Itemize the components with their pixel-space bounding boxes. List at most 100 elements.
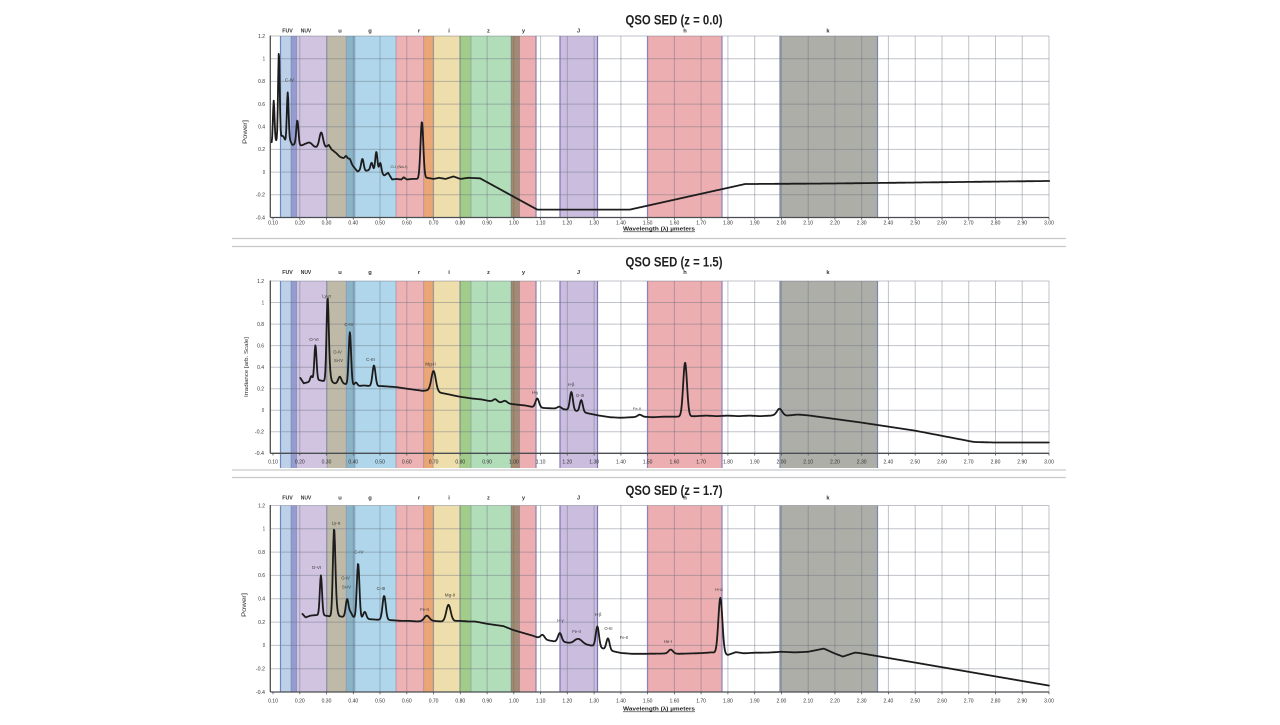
- svg-text:1.80: 1.80: [723, 221, 733, 227]
- svg-text:2.00: 2.00: [777, 460, 787, 466]
- svg-text:0.20: 0.20: [295, 221, 305, 227]
- svg-text:u: u: [338, 29, 342, 35]
- svg-text:0: 0: [263, 643, 265, 649]
- svg-text:H-β: H-β: [595, 612, 602, 617]
- svg-text:1.20: 1.20: [562, 221, 572, 227]
- svg-text:FUV: FUV: [282, 496, 293, 502]
- svg-text:1.70: 1.70: [696, 699, 706, 705]
- svg-text:Si-IV: Si-IV: [342, 584, 351, 589]
- svg-text:0.60: 0.60: [402, 460, 412, 466]
- svg-text:2.30: 2.30: [857, 699, 867, 705]
- svg-text:2.40: 2.40: [884, 699, 894, 705]
- svg-text:0.80: 0.80: [455, 221, 465, 227]
- svg-text:2.30: 2.30: [857, 221, 867, 227]
- svg-text:0.40: 0.40: [348, 460, 358, 466]
- svg-text:1: 1: [263, 527, 265, 533]
- svg-text:Fe-II: Fe-II: [633, 406, 641, 411]
- svg-text:1.50: 1.50: [643, 699, 653, 705]
- svg-text:2.80: 2.80: [991, 460, 1001, 466]
- svg-text:QSO SED (z = 1.5): QSO SED (z = 1.5): [626, 254, 723, 270]
- svg-text:0.50: 0.50: [375, 460, 385, 466]
- svg-text:1.00: 1.00: [509, 699, 519, 705]
- svg-text:2.50: 2.50: [910, 699, 920, 705]
- svg-text:0.90: 0.90: [482, 460, 492, 466]
- svg-text:Fe-II: Fe-II: [572, 629, 581, 634]
- svg-text:0.80: 0.80: [455, 699, 465, 705]
- svg-text:z: z: [487, 496, 490, 502]
- svg-text:1.70: 1.70: [696, 221, 706, 227]
- svg-text:H-α: H-α: [715, 587, 723, 592]
- svg-text:0.2: 0.2: [257, 387, 264, 393]
- svg-text:C-III: C-III: [366, 357, 375, 362]
- svg-text:1.20: 1.20: [562, 699, 572, 705]
- svg-text:0.6: 0.6: [258, 102, 265, 108]
- svg-text:Mg-II: Mg-II: [445, 592, 455, 597]
- svg-text:0.70: 0.70: [429, 460, 439, 466]
- svg-text:NUV: NUV: [301, 270, 312, 276]
- svg-text:3.00: 3.00: [1044, 699, 1054, 705]
- svg-text:Irradiance [arb. Scale]: Irradiance [arb. Scale]: [244, 336, 250, 397]
- svg-text:1.90: 1.90: [750, 221, 760, 227]
- svg-text:2.70: 2.70: [964, 221, 974, 227]
- svg-text:NUV: NUV: [301, 496, 312, 502]
- svg-text:C-III: C-III: [377, 586, 386, 591]
- svg-text:2.60: 2.60: [937, 460, 947, 466]
- svg-text:0.50: 0.50: [375, 221, 385, 227]
- svg-text:3.00: 3.00: [1044, 460, 1054, 466]
- svg-text:y: y: [522, 270, 526, 276]
- svg-text:H-β: H-β: [568, 382, 575, 387]
- svg-text:k: k: [826, 496, 830, 502]
- svg-text:-0.2: -0.2: [255, 430, 264, 436]
- svg-text:g: g: [368, 270, 372, 276]
- svg-text:2.10: 2.10: [803, 699, 813, 705]
- svg-text:-0.2: -0.2: [256, 193, 265, 199]
- svg-text:2.70: 2.70: [964, 699, 974, 705]
- svg-text:H-γ: H-γ: [532, 390, 539, 395]
- svg-text:k: k: [826, 270, 830, 276]
- svg-text:Ly-α: Ly-α: [332, 521, 341, 526]
- svg-text:0.10: 0.10: [268, 221, 278, 227]
- svg-text:0.4: 0.4: [258, 125, 265, 131]
- svg-text:1.60: 1.60: [670, 699, 680, 705]
- svg-text:1.50: 1.50: [643, 221, 653, 227]
- svg-text:1.80: 1.80: [723, 699, 733, 705]
- svg-text:1.30: 1.30: [589, 460, 599, 466]
- svg-text:-0.2: -0.2: [256, 667, 265, 673]
- svg-text:Fe-II: Fe-II: [620, 635, 629, 640]
- svg-text:0.70: 0.70: [429, 221, 439, 227]
- svg-text:J: J: [577, 29, 580, 35]
- svg-text:z: z: [487, 29, 490, 35]
- svg-text:1.10: 1.10: [536, 460, 546, 466]
- svg-text:O-IV: O-IV: [333, 350, 342, 355]
- svg-text:2.10: 2.10: [803, 221, 813, 227]
- svg-text:0.30: 0.30: [322, 460, 332, 466]
- svg-text:1.10: 1.10: [536, 221, 546, 227]
- svg-text:0.50: 0.50: [375, 699, 385, 705]
- svg-text:Wavelength (λ) µmeters: Wavelength (λ) µmeters: [623, 227, 695, 233]
- svg-text:He-I: He-I: [664, 639, 672, 644]
- svg-text:1: 1: [263, 57, 265, 63]
- svg-text:z: z: [487, 270, 490, 276]
- svg-text:1.20: 1.20: [562, 460, 572, 466]
- svg-text:2.90: 2.90: [1017, 221, 1027, 227]
- svg-text:g: g: [368, 496, 372, 502]
- svg-text:2.80: 2.80: [991, 699, 1001, 705]
- svg-text:y: y: [522, 496, 526, 502]
- svg-text:O-I (Na-I): O-I (Na-I): [391, 164, 409, 169]
- svg-text:J: J: [577, 270, 580, 276]
- svg-text:2.00: 2.00: [777, 221, 787, 227]
- svg-text:-0.4: -0.4: [256, 215, 265, 221]
- svg-text:h: h: [683, 496, 687, 502]
- svg-text:0.2: 0.2: [258, 620, 265, 626]
- svg-text:2.40: 2.40: [884, 460, 894, 466]
- svg-text:1.90: 1.90: [750, 460, 760, 466]
- svg-text:0: 0: [262, 408, 264, 414]
- svg-text:0.6: 0.6: [257, 343, 264, 349]
- svg-text:1: 1: [262, 300, 264, 306]
- svg-text:Power]: Power]: [242, 120, 249, 144]
- svg-text:O-VI: O-VI: [312, 565, 321, 570]
- svg-text:0.8: 0.8: [257, 322, 264, 328]
- svg-text:3.00: 3.00: [1044, 221, 1054, 227]
- svg-text:1.2: 1.2: [258, 34, 265, 40]
- svg-text:QSO SED (z = 1.7): QSO SED (z = 1.7): [626, 482, 723, 498]
